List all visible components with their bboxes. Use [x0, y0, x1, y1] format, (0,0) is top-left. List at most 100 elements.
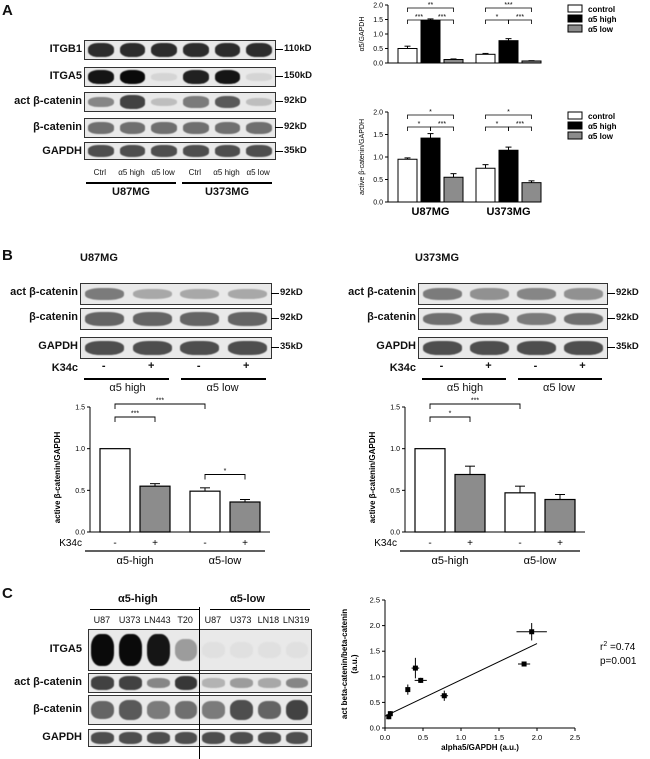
y-axis-label: act beta-catenin/beta-catenin	[340, 609, 349, 719]
blot-band	[230, 700, 253, 720]
kd-tick	[607, 318, 615, 319]
blot-band	[227, 312, 267, 326]
treatment-label: K34c	[51, 362, 78, 374]
bar	[397, 158, 418, 203]
lane-label: α5 low	[246, 168, 270, 177]
lane-label: LN319	[282, 615, 310, 625]
blot-band	[174, 732, 198, 744]
blot-band	[202, 732, 226, 744]
blot-band	[423, 312, 462, 326]
r2-symbol: r	[600, 642, 604, 653]
kd-label: 92kD	[280, 287, 303, 298]
significance-bracket	[430, 126, 454, 131]
blot-band	[174, 676, 198, 690]
treatment-sign: -	[518, 538, 521, 549]
blot-row-label: act β-catenin	[14, 676, 82, 688]
x-tick-label: 2.0	[532, 733, 542, 742]
treatment-sign: +	[242, 538, 248, 549]
blot-band	[87, 145, 114, 157]
lane-label: T20	[177, 615, 193, 625]
legend-label: α5 high	[588, 122, 617, 131]
blot-band	[119, 676, 142, 690]
panel-b-left-blot: U87MG act β-catenin 92kD β-catenin 92kD GAPDH…	[0, 245, 330, 394]
legend-swatch	[567, 121, 583, 130]
significance-label: ***	[504, 2, 512, 9]
kd-tick	[275, 101, 283, 102]
panel-c-blot: α5-high α5-low U87 U373 LN443 T20 U87 U373 LN18 L…	[0, 585, 330, 759]
significance-bracket	[485, 7, 532, 12]
blot-band	[119, 69, 146, 85]
data-point	[529, 629, 535, 635]
blot-band	[151, 73, 178, 81]
blot-band	[151, 43, 178, 57]
significance-label: *	[224, 468, 227, 475]
lane-label: Ctrl	[93, 168, 107, 177]
significance-bracket	[407, 114, 454, 119]
y-tick-label: 0.5	[370, 698, 380, 707]
x-tick-label: 0.5	[418, 733, 428, 742]
group-line	[210, 609, 310, 610]
blot-band	[246, 145, 273, 157]
blot-band	[214, 145, 241, 157]
y-tick-label: 1.5	[370, 647, 380, 656]
chart-b-left: 0.0 0.5 1.0 1.5 active β-catenin/GAPDH - + - + K3…	[53, 398, 270, 567]
lane-label: LN443	[144, 615, 171, 625]
x-tick-label: 1.5	[494, 733, 504, 742]
group-label: α5-high	[117, 555, 154, 567]
y-tick-label: 1.0	[75, 446, 85, 453]
blot-band	[564, 288, 603, 300]
lane-label: U373	[229, 615, 252, 625]
data-point	[521, 661, 527, 667]
kd-tick	[271, 318, 279, 319]
group-line	[422, 378, 506, 380]
lane-label: α5 high	[118, 168, 145, 177]
blot-strip-2	[418, 337, 608, 359]
blot-row-label: ITGA5	[49, 643, 82, 655]
blot-band	[174, 701, 198, 719]
panel-letter-a: A	[2, 2, 13, 19]
significance-bracket	[429, 403, 521, 409]
y-tick-label: 0.0	[373, 61, 383, 68]
y-tick-label: 1.5	[373, 132, 383, 139]
y-tick-label: 2.0	[373, 110, 383, 117]
blot-band	[202, 678, 226, 688]
significance-label: *	[449, 411, 452, 418]
panel-letter-b: B	[2, 247, 13, 264]
y-tick-label: 2.0	[373, 3, 383, 10]
kd-tick	[275, 127, 283, 128]
data-point	[386, 714, 392, 720]
group-label: α5 high	[446, 382, 484, 394]
y-tick-label: 2.0	[370, 621, 380, 630]
blot-band	[182, 43, 209, 57]
lane-label: Ctrl	[188, 168, 202, 177]
blot-band	[91, 634, 115, 666]
blot-band	[246, 43, 273, 57]
kd-tick	[271, 347, 279, 348]
bar	[475, 53, 496, 64]
blot-band	[132, 288, 172, 300]
blot-strip-1	[418, 308, 608, 330]
blot-band	[470, 340, 509, 356]
significance-bracket	[485, 114, 532, 119]
blot-strip-2	[84, 92, 276, 112]
x-tick-label: 2.5	[570, 733, 580, 742]
p-value-annotation: p=0.001	[600, 656, 637, 667]
kd-label: 35kD	[616, 341, 639, 352]
blot-band	[564, 340, 603, 356]
bar	[229, 501, 261, 533]
treatment-sign: +	[152, 538, 158, 549]
significance-label: ***	[131, 411, 139, 418]
blot-row-label: β-catenin	[29, 311, 78, 323]
lane-label: U373	[118, 615, 141, 625]
blot-strip-3	[84, 118, 276, 138]
group-line	[182, 182, 272, 184]
significance-label: **	[428, 2, 434, 9]
y-tick-label: 2.5	[370, 596, 380, 605]
y-axis-label: (a.u.)	[350, 654, 359, 673]
blot-band	[180, 340, 220, 356]
blot-band	[423, 340, 462, 356]
blot-band	[87, 69, 114, 85]
treatment-sign: -	[533, 360, 538, 372]
fit-line	[384, 643, 538, 717]
blot-band	[246, 73, 273, 81]
